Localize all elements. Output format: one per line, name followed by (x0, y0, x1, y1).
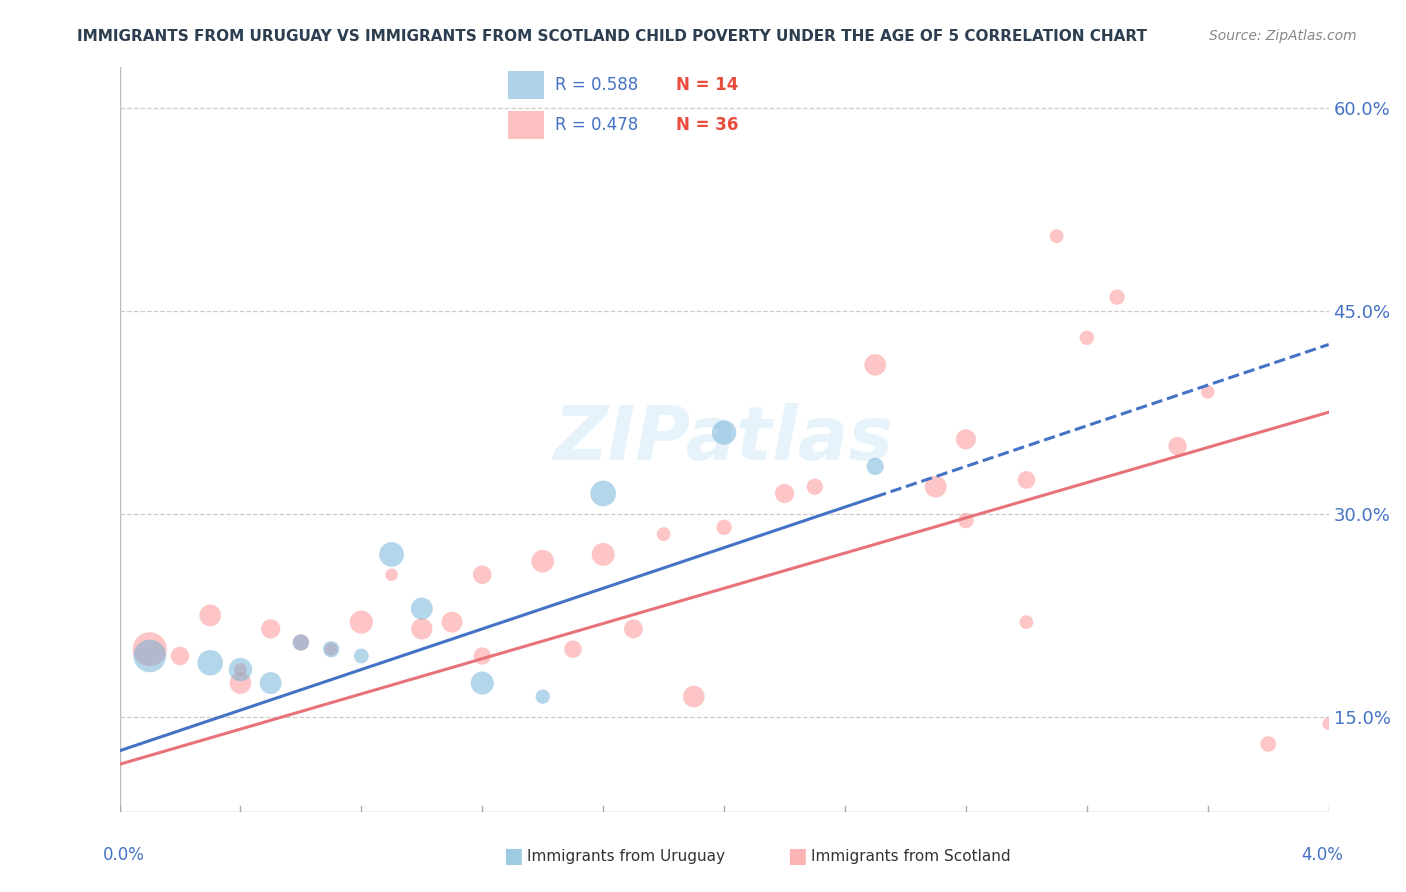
Bar (508, 71, 544, 99)
Text: R = 0.478: R = 0.478 (555, 116, 638, 134)
Point (592, 548, 614, 562)
Text: ■: ■ (503, 847, 523, 866)
Point (652, 527, 675, 541)
Point (1166, 439, 1188, 453)
Point (259, 676, 281, 690)
Point (411, 622, 433, 636)
Point (471, 567, 494, 582)
Text: N = 36: N = 36 (676, 116, 738, 134)
Point (411, 601, 433, 615)
Bar (508, 111, 544, 139)
Point (1197, 384, 1219, 399)
Point (592, 486, 614, 500)
Point (321, 642, 343, 657)
Point (1045, 229, 1069, 244)
Point (138, 642, 162, 657)
Point (350, 648, 373, 663)
Point (1076, 331, 1098, 345)
Point (229, 663, 252, 677)
Point (682, 690, 704, 704)
Point (863, 459, 886, 474)
Point (773, 486, 796, 500)
Point (1107, 290, 1129, 304)
Point (713, 520, 735, 534)
Text: Source: ZipAtlas.com: Source: ZipAtlas.com (1209, 29, 1357, 43)
Point (169, 648, 191, 663)
Point (531, 554, 554, 568)
Text: 4.0%: 4.0% (1301, 846, 1343, 863)
Point (290, 635, 312, 649)
Point (471, 676, 494, 690)
Point (380, 548, 402, 562)
Text: ■: ■ (787, 847, 807, 866)
Point (200, 656, 222, 670)
Text: 0.0%: 0.0% (103, 846, 145, 863)
Point (955, 514, 977, 528)
Point (380, 567, 402, 582)
Point (259, 622, 281, 636)
Point (321, 642, 343, 657)
Point (229, 676, 252, 690)
Point (440, 615, 463, 629)
Point (804, 480, 827, 494)
Point (955, 433, 977, 447)
Point (138, 648, 162, 663)
Point (200, 608, 222, 623)
Point (713, 425, 735, 440)
Text: IMMIGRANTS FROM URUGUAY VS IMMIGRANTS FROM SCOTLAND CHILD POVERTY UNDER THE AGE : IMMIGRANTS FROM URUGUAY VS IMMIGRANTS FR… (77, 29, 1147, 44)
Point (1015, 615, 1038, 629)
Point (290, 635, 312, 649)
Point (925, 480, 948, 494)
Point (863, 358, 886, 372)
Text: N = 14: N = 14 (676, 76, 738, 94)
Point (1317, 716, 1340, 731)
Point (621, 622, 644, 636)
Point (471, 648, 494, 663)
Text: ZIPatlas: ZIPatlas (554, 403, 894, 475)
Point (229, 663, 252, 677)
Text: Immigrants from Scotland: Immigrants from Scotland (811, 849, 1011, 863)
Point (561, 642, 585, 657)
Point (531, 690, 554, 704)
Point (350, 615, 373, 629)
Text: R = 0.588: R = 0.588 (555, 76, 638, 94)
Text: Immigrants from Uruguay: Immigrants from Uruguay (527, 849, 725, 863)
Point (1015, 473, 1038, 487)
Point (1257, 737, 1279, 751)
